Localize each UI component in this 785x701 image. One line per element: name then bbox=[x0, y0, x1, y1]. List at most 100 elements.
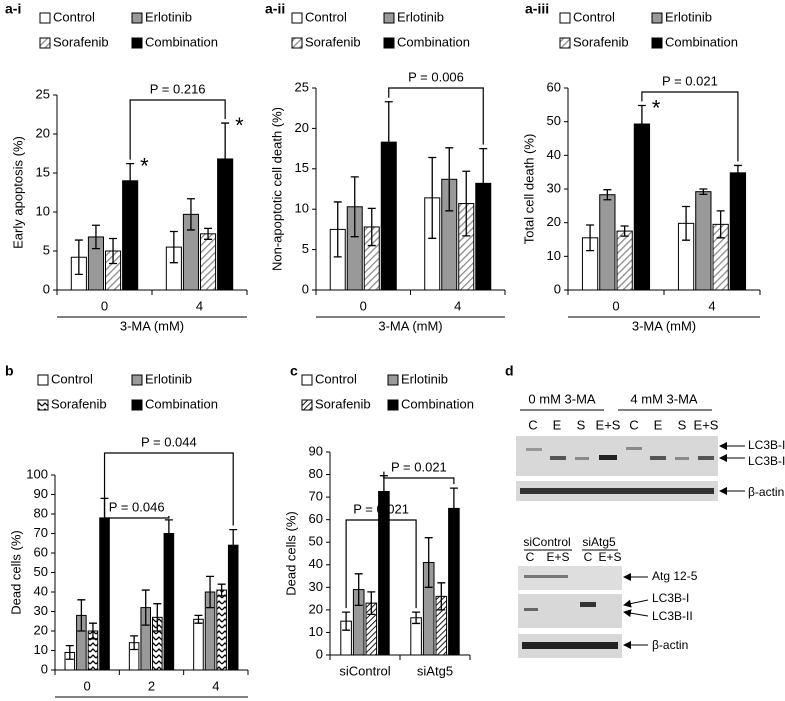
lane-label: S bbox=[577, 417, 586, 432]
p-value: P = 0.021 bbox=[662, 73, 718, 88]
x-tick-label: 2 bbox=[148, 678, 155, 693]
legend-swatch bbox=[131, 37, 143, 49]
bar bbox=[599, 194, 616, 291]
legend-label: Sorafenib bbox=[305, 34, 361, 49]
error-bar bbox=[91, 224, 100, 250]
x-tick-label: 0 bbox=[101, 298, 108, 313]
bands bbox=[526, 447, 714, 460]
panel-label: c bbox=[290, 363, 298, 379]
y-tick-label: 20 bbox=[547, 214, 561, 229]
legend-label: Sorafenib bbox=[573, 34, 629, 49]
legend-label: Combination bbox=[665, 34, 738, 49]
y-tick-label: 10 bbox=[34, 642, 48, 657]
error-bar bbox=[164, 519, 173, 548]
error-bar bbox=[126, 162, 135, 199]
y-tick-label: 0 bbox=[302, 281, 309, 296]
legend-label: Control bbox=[315, 371, 357, 386]
y-tick-label: 5 bbox=[302, 241, 309, 256]
legend-label: Erlotinib bbox=[145, 9, 192, 24]
error-bar bbox=[699, 188, 708, 196]
p-value: P = 0.006 bbox=[408, 69, 464, 84]
y-tick-label: 10 bbox=[547, 248, 561, 263]
legend-swatch bbox=[559, 12, 571, 24]
marker-label: LC3B-II bbox=[652, 609, 693, 623]
legend-swatch bbox=[131, 12, 143, 24]
legend-label: Erlotinib bbox=[145, 371, 192, 386]
error-bar bbox=[412, 611, 421, 625]
error-bar bbox=[109, 237, 118, 265]
lane-label: E+S bbox=[546, 550, 569, 564]
y-tick-label: 30 bbox=[34, 603, 48, 618]
legend-label: Control bbox=[573, 9, 615, 24]
legend-label: Combination bbox=[397, 34, 470, 49]
bar bbox=[227, 544, 239, 671]
lane-label: E+S bbox=[694, 417, 719, 432]
error-bar bbox=[586, 224, 595, 252]
band bbox=[520, 488, 714, 494]
y-tick-label: 50 bbox=[309, 534, 323, 549]
error-bar bbox=[479, 147, 488, 219]
y-tick-label: 60 bbox=[309, 511, 323, 526]
legend-swatch bbox=[37, 399, 49, 411]
significance-bracket bbox=[383, 471, 455, 485]
legend-label: Erlotinib bbox=[401, 371, 448, 386]
legend-label: Combination bbox=[401, 396, 474, 411]
legend-label: Combination bbox=[145, 34, 218, 49]
error-bar bbox=[424, 537, 433, 588]
arrow bbox=[623, 599, 649, 608]
legend-swatch bbox=[559, 37, 571, 49]
bar bbox=[163, 533, 175, 671]
error-bar bbox=[217, 583, 226, 597]
bar bbox=[99, 517, 110, 671]
error-bar bbox=[682, 205, 691, 241]
y-tick-label: 90 bbox=[309, 443, 323, 458]
x-tick-label: 0 bbox=[612, 298, 619, 313]
legend-swatch bbox=[301, 399, 313, 411]
significance-bracket bbox=[345, 519, 417, 609]
error-bar bbox=[169, 230, 178, 264]
x-axis-label: 3-MA (mM) bbox=[120, 318, 184, 333]
asterisk: * bbox=[140, 153, 149, 178]
y-tick-label: 50 bbox=[547, 113, 561, 128]
error-bar bbox=[733, 164, 742, 181]
y-axis-label: Dead cells (%) bbox=[8, 530, 23, 615]
group-label: siControl bbox=[523, 535, 570, 549]
group-label: 4 mM 3-MA bbox=[630, 391, 698, 406]
p-value: P = 0.021 bbox=[353, 501, 409, 516]
p-value: P = 0.044 bbox=[141, 434, 197, 449]
y-tick-label: 80 bbox=[34, 505, 48, 520]
group-label: siAtg5 bbox=[582, 535, 616, 549]
error-bar bbox=[77, 599, 86, 632]
x-tick-label: 4 bbox=[196, 298, 203, 313]
y-axis-label: Dead cells (%) bbox=[283, 511, 298, 596]
legend-swatch bbox=[131, 399, 143, 411]
y-tick-label: 20 bbox=[36, 125, 50, 140]
lane-label: C bbox=[584, 550, 593, 564]
bar bbox=[200, 233, 217, 291]
error-bar bbox=[194, 614, 203, 624]
p-value: P = 0.216 bbox=[150, 81, 206, 96]
group-label: 0 mM 3-MA bbox=[528, 391, 596, 406]
error-bar bbox=[130, 635, 139, 651]
error-bar bbox=[620, 225, 629, 237]
y-tick-label: 30 bbox=[547, 180, 561, 195]
bar bbox=[695, 191, 712, 291]
legend-swatch bbox=[37, 374, 49, 386]
legend-label: Control bbox=[51, 371, 93, 386]
legend-swatch bbox=[39, 12, 51, 24]
blot-panel: d 0 mM 3-MA 4 mM 3-MA C E S E+S C E S E+… bbox=[505, 363, 785, 658]
panel-label: d bbox=[505, 363, 514, 379]
y-axis-label: Total cell death (%) bbox=[521, 134, 536, 245]
error-bar bbox=[74, 239, 83, 276]
lane-label: E bbox=[654, 417, 663, 432]
lane-label: E+S bbox=[596, 417, 621, 432]
asterisk: * bbox=[235, 113, 244, 138]
error-bar bbox=[229, 528, 238, 562]
marker-label: β-actin bbox=[652, 638, 688, 652]
error-bar bbox=[462, 170, 471, 237]
bar bbox=[216, 589, 227, 671]
legend-label: Erlotinib bbox=[665, 9, 712, 24]
panel-label: b bbox=[5, 363, 14, 379]
bar bbox=[729, 172, 747, 291]
